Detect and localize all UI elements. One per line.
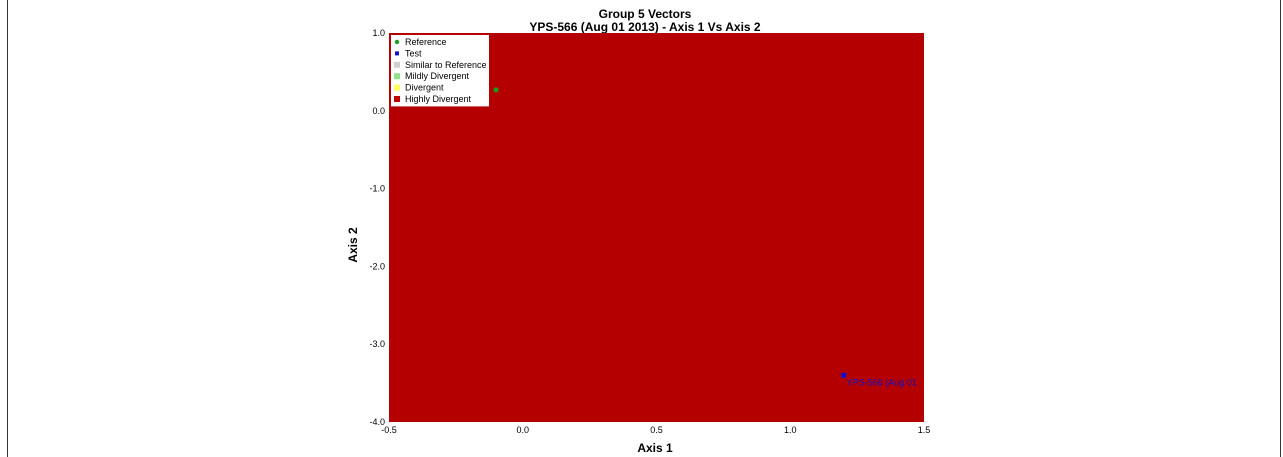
legend-box: [391, 35, 489, 107]
reference-point: [493, 87, 499, 93]
chart-frame: Group 5 Vectors YPS-566 (Aug 01 2013) - …: [7, 0, 1281, 457]
legend-swatch: [394, 84, 400, 91]
y-axis: 1.0 0.0 -1.0 -2.0 -3.0 -4.0: [369, 28, 385, 427]
data-points: YPS-566 (Aug 01: [493, 87, 917, 387]
x-axis: -0.5 0.0 0.5 1.0 1.5: [381, 425, 930, 435]
y-axis-label: Axis 2: [346, 227, 360, 263]
x-axis-label: Axis 1: [637, 441, 673, 455]
legend-swatch: [394, 73, 400, 80]
y-tick-label: -1.0: [369, 184, 385, 194]
x-tick-label: 0.0: [516, 425, 529, 435]
legend-label: Similar to Reference: [405, 60, 487, 70]
legend-swatch: [394, 61, 400, 68]
y-tick-label: -3.0: [369, 339, 385, 349]
x-tick-label: -0.5: [381, 425, 397, 435]
y-tick-label: 1.0: [372, 28, 385, 38]
legend-swatch: [394, 96, 400, 102]
legend-swatch: [395, 51, 399, 56]
legend-label: Divergent: [405, 83, 444, 93]
chart-subtitle: YPS-566 (Aug 01 2013) - Axis 1 Vs Axis 2: [529, 20, 761, 34]
legend-swatch: [394, 39, 400, 45]
legend-label: Highly Divergent: [405, 94, 472, 104]
x-tick-label: 1.5: [918, 425, 931, 435]
y-tick-label: 0.0: [372, 106, 385, 116]
x-tick-label: 0.5: [650, 425, 663, 435]
test-point-label: YPS-566 (Aug 01: [847, 377, 917, 387]
legend-label: Mildly Divergent: [405, 71, 470, 81]
chart-title: Group 5 Vectors: [599, 7, 692, 21]
y-tick-label: -2.0: [369, 261, 385, 271]
y-tick-label: -4.0: [369, 417, 385, 427]
legend-label: Test: [405, 48, 422, 58]
test-point: [841, 372, 847, 378]
scatter-chart: Group 5 Vectors YPS-566 (Aug 01 2013) - …: [346, 7, 930, 455]
x-tick-label: 1.0: [784, 425, 797, 435]
legend-label: Reference: [405, 37, 447, 47]
